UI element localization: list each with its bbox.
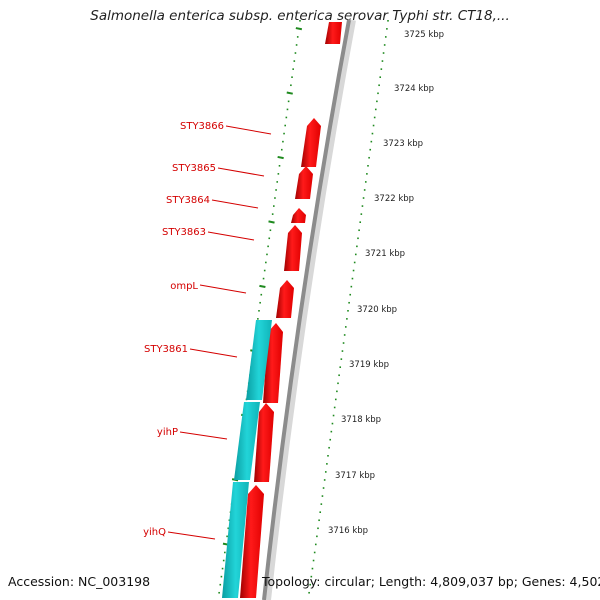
scale-labels: 3725 kbp 3724 kbp 3723 kbp 3722 kbp 3721… bbox=[328, 30, 444, 536]
scale-label-3724: 3724 kbp bbox=[394, 84, 434, 94]
leader-line-sty3863 bbox=[207, 231, 255, 241]
scale-label-3717: 3717 kbp bbox=[335, 471, 375, 481]
gene-label-sty3864[interactable]: STY3864 bbox=[166, 195, 210, 206]
gene-arrow-ompl[interactable] bbox=[276, 280, 294, 318]
gene-arrow-sty3863[interactable] bbox=[284, 225, 302, 271]
genome-backbone bbox=[262, 19, 351, 600]
gene-label-sty3866[interactable]: STY3866 bbox=[180, 121, 224, 132]
gene-arrow-sty3864[interactable] bbox=[291, 208, 306, 223]
gene-block-yihq-reverse[interactable] bbox=[222, 482, 249, 598]
gene-arrow-yihq-forward[interactable] bbox=[240, 485, 264, 598]
leader-line-sty3864 bbox=[211, 199, 259, 209]
gene-label-yihq[interactable]: yihQ bbox=[143, 527, 166, 538]
outer-tick-ring bbox=[308, 20, 389, 594]
major-tick bbox=[286, 91, 293, 95]
genome-title: Salmonella enterica subsp. enterica sero… bbox=[90, 8, 510, 24]
gene-label-sty3863[interactable]: STY3863 bbox=[162, 227, 206, 238]
topology-text: Topology: circular; Length: 4,809,037 bp… bbox=[262, 574, 600, 589]
gene-block-yihp-reverse[interactable] bbox=[234, 402, 260, 480]
gene-arrow-yihp-forward[interactable] bbox=[254, 403, 274, 482]
leader-line-ompl bbox=[199, 284, 247, 294]
leader-line-yihp bbox=[179, 431, 228, 440]
gene-arrow-sty3866[interactable] bbox=[301, 118, 321, 167]
scale-label-3723: 3723 kbp bbox=[383, 139, 423, 149]
scale-label-3722: 3722 kbp bbox=[374, 194, 414, 204]
leader-line-yihq bbox=[167, 531, 216, 540]
gene-arrow-sty3867[interactable] bbox=[325, 22, 342, 44]
major-tick bbox=[268, 220, 275, 224]
gene-label-sty3861[interactable]: STY3861 bbox=[144, 344, 188, 355]
accession-text: Accession: NC_003198 bbox=[8, 574, 151, 589]
gene-block-sty3861-reverse[interactable] bbox=[246, 320, 272, 400]
gene-label-yihp[interactable]: yihP bbox=[157, 427, 178, 438]
leader-line-sty3861 bbox=[189, 348, 238, 358]
major-tick bbox=[295, 27, 303, 31]
major-tick bbox=[259, 284, 266, 289]
scale-label-3716: 3716 kbp bbox=[328, 526, 368, 536]
gene-leader-lines bbox=[167, 125, 272, 540]
gene-arrow-sty3865[interactable] bbox=[295, 166, 313, 199]
leader-line-sty3866 bbox=[225, 125, 272, 135]
gene-label-sty3865[interactable]: STY3865 bbox=[172, 163, 216, 174]
scale-label-3718: 3718 kbp bbox=[341, 415, 381, 425]
leader-line-sty3865 bbox=[217, 167, 265, 177]
scale-label-3721: 3721 kbp bbox=[365, 249, 405, 259]
major-tick bbox=[277, 155, 284, 160]
genome-backbone-shadow bbox=[263, 19, 356, 600]
gene-label-ompl[interactable]: ompL bbox=[170, 281, 198, 292]
gene-labels: STY3866 STY3865 STY3864 STY3863 ompL STY… bbox=[143, 121, 224, 538]
scale-label-3720: 3720 kbp bbox=[357, 305, 397, 315]
scale-label-3719: 3719 kbp bbox=[349, 360, 389, 370]
scale-label-3725: 3725 kbp bbox=[404, 30, 444, 40]
